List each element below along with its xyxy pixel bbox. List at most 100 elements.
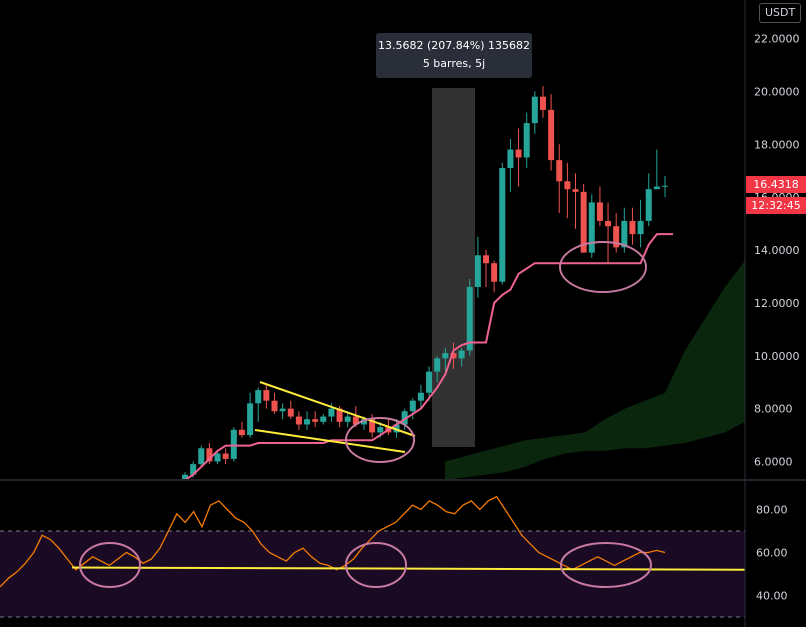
candle xyxy=(572,173,579,229)
candle xyxy=(653,149,660,190)
candle-body xyxy=(287,408,294,417)
candle-body xyxy=(247,403,254,436)
candle xyxy=(637,199,644,248)
candle xyxy=(531,91,538,134)
measure-tooltip-line1: 13.5682 (207.84%) 135682 xyxy=(378,39,530,52)
candle xyxy=(271,392,278,414)
candle-body xyxy=(214,453,221,462)
currency-label[interactable]: USDT xyxy=(759,3,802,23)
rsi-circle-3 xyxy=(560,542,652,588)
candle-body xyxy=(230,429,237,459)
candle-body xyxy=(653,186,660,190)
cloud-shape xyxy=(445,260,745,479)
candle-body xyxy=(605,220,612,227)
candle xyxy=(507,138,514,192)
candle-body xyxy=(580,191,587,253)
candle xyxy=(662,175,668,198)
candle-body xyxy=(222,453,229,459)
candle-body xyxy=(539,96,546,110)
candle xyxy=(596,186,603,227)
rsi-tick-label: 60.00 xyxy=(756,547,788,560)
rsi-pane[interactable] xyxy=(0,495,745,618)
candle-body xyxy=(417,392,424,401)
candle xyxy=(483,250,490,288)
candle xyxy=(206,442,213,465)
candle-body xyxy=(466,287,473,351)
range-highlight xyxy=(432,88,475,447)
candle-body xyxy=(613,226,620,248)
candle-body xyxy=(377,427,384,433)
candle-body xyxy=(271,400,278,412)
candle-body xyxy=(572,189,579,192)
candle-body xyxy=(369,419,376,433)
price-tick-label: 10.0000 xyxy=(754,350,800,363)
rsi-support-line xyxy=(71,566,745,571)
candle xyxy=(222,448,229,465)
candle xyxy=(515,128,522,187)
candle xyxy=(613,212,620,253)
candle xyxy=(474,236,481,298)
candle xyxy=(263,384,270,409)
candle xyxy=(564,162,571,219)
candle xyxy=(645,173,652,227)
candle xyxy=(580,183,587,253)
candle xyxy=(450,342,457,369)
candle-body xyxy=(320,416,327,422)
candle-body xyxy=(312,419,319,422)
candle-body xyxy=(434,358,441,372)
price-tick-label: 14.0000 xyxy=(754,244,800,257)
candle-body xyxy=(426,371,433,393)
price-pane[interactable] xyxy=(182,86,745,483)
candle xyxy=(588,194,595,258)
candle-body xyxy=(548,109,555,161)
candle xyxy=(426,366,433,401)
candle-body xyxy=(474,255,481,288)
candle xyxy=(255,387,262,422)
candle xyxy=(230,427,237,462)
candle-body xyxy=(483,255,490,264)
candle-body xyxy=(198,448,205,465)
candle-body xyxy=(507,149,514,169)
rsi-tick-label: 40.00 xyxy=(756,590,788,603)
candle-body xyxy=(588,202,595,253)
candle xyxy=(466,279,473,356)
price-tick-label: 12.0000 xyxy=(754,297,800,310)
measure-tooltip-line2: 5 barres, 5j xyxy=(422,57,486,70)
channel-lower-line xyxy=(254,429,406,453)
candle-body xyxy=(499,168,506,282)
price-tick-label: 8.0000 xyxy=(754,403,793,416)
price-axis[interactable]: 22.000020.000018.000016.000014.000012.00… xyxy=(754,33,800,469)
candle-body xyxy=(645,189,652,221)
candle-body xyxy=(442,353,449,359)
last-price-badge: 16.4318 xyxy=(746,176,806,193)
candle-body xyxy=(263,390,270,401)
price-tick-label: 20.0000 xyxy=(754,85,800,98)
candle-body xyxy=(491,263,498,282)
candle-body xyxy=(360,419,367,425)
candle xyxy=(548,94,555,171)
candle-body xyxy=(352,416,359,425)
candle-body xyxy=(401,411,408,425)
candle xyxy=(320,413,327,425)
candle-body xyxy=(409,400,416,412)
price-tick-label: 6.0000 xyxy=(754,456,793,469)
candle-body xyxy=(182,474,188,479)
candle-body xyxy=(556,160,563,182)
rsi-circle-1 xyxy=(79,542,141,588)
candle xyxy=(238,421,245,438)
cloud-area xyxy=(445,260,745,479)
candle xyxy=(295,411,302,430)
candle-body xyxy=(279,408,286,412)
candle-body xyxy=(206,448,213,462)
candle xyxy=(442,347,449,372)
candle-body xyxy=(393,424,400,433)
rsi-axis[interactable]: 80.00 60.00 40.00 xyxy=(756,504,788,603)
candle-body xyxy=(662,185,668,187)
rsi-tick-label: 80.00 xyxy=(756,504,788,517)
trend-line xyxy=(184,233,673,479)
candle-body xyxy=(531,96,538,124)
candle-body xyxy=(344,416,351,422)
candle-body xyxy=(304,419,311,425)
price-tick-label: 22.0000 xyxy=(754,33,800,46)
